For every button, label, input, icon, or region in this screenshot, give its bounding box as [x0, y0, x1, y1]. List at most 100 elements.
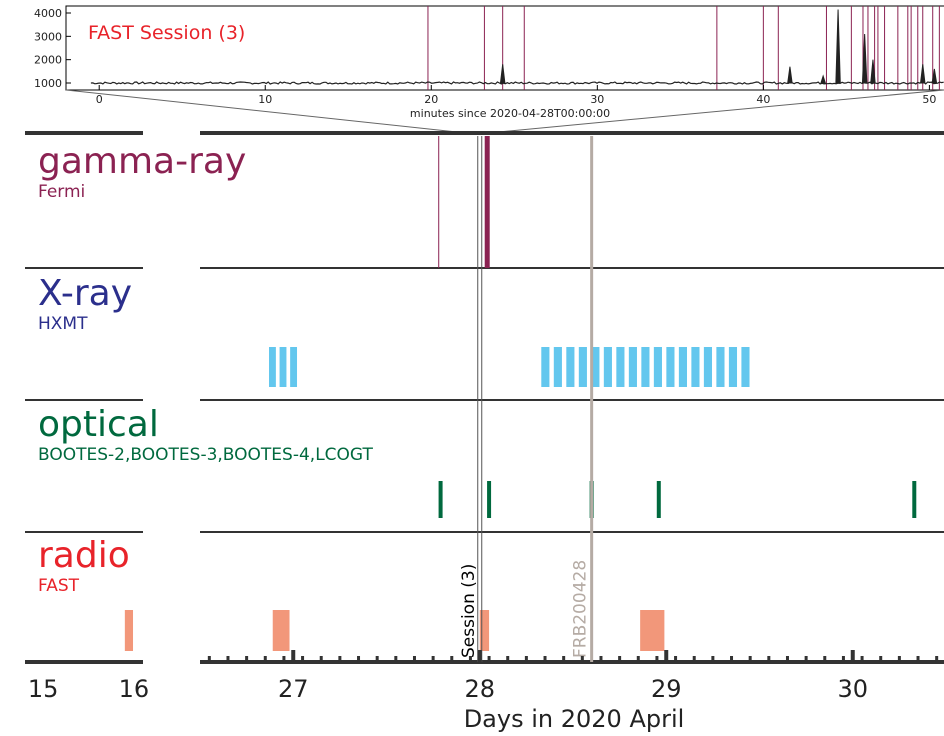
main-minor-tick [357, 656, 361, 662]
main-minor-tick [282, 656, 286, 662]
main-minor-tick [860, 656, 864, 662]
main-minor-tick [207, 656, 211, 662]
inset-event-lines [427, 6, 940, 90]
inset-x-tick-label: 0 [96, 93, 103, 106]
inset-x-tick-label: 40 [756, 93, 770, 106]
fast-observation-block [479, 610, 490, 651]
main-minor-tick [524, 656, 528, 662]
main-minor-tick [935, 656, 939, 662]
inset-y-tick-label: 1000 [34, 77, 62, 90]
main-minor-tick [879, 656, 883, 662]
zoom-connector-right [487, 89, 944, 134]
inset-peak [820, 74, 827, 84]
main-xlabel: Days in 2020 April [464, 705, 685, 733]
main-major-tick [850, 650, 855, 662]
hxmt-observation-bar [691, 347, 700, 387]
main-minor-tick [841, 656, 845, 662]
inset-y-tick-label: 2000 [34, 54, 62, 67]
panel-content [124, 136, 917, 651]
main-minor-tick [301, 656, 305, 662]
hxmt-observation-bar [641, 347, 650, 387]
hxmt-observation-bar [553, 347, 562, 387]
inset-y-axis: 1000 2000 3000 4000 [34, 7, 71, 90]
main-tick-label: 15 [28, 675, 59, 703]
hxmt-observation-bar [703, 347, 713, 387]
fast-observation-block [124, 610, 134, 651]
hxmt-observation-bar [566, 347, 575, 387]
band-label-x-ray: X-ray [38, 273, 132, 314]
main-major-tick [291, 650, 296, 662]
optical-observation-mark [438, 481, 443, 518]
main-timeline: Session (3) FRB200428 gamma-ray Fermi X-r… [25, 131, 944, 733]
main-minor-tick [655, 656, 659, 662]
hxmt-observation-bar [541, 347, 550, 387]
main-tick-label: 28 [464, 675, 495, 703]
inset-chart: 1000 2000 3000 4000 0 10 20 30 40 50 FAST Sessio… [34, 5, 944, 134]
inset-x-tick-label: 30 [590, 93, 604, 106]
main-minor-tick [711, 656, 715, 662]
main-minor-tick [450, 656, 454, 662]
main-minor-tick [375, 656, 379, 662]
main-minor-tick [468, 656, 472, 662]
hxmt-observation-bar [666, 347, 675, 387]
main-minor-tick [692, 656, 696, 662]
main-minor-tick [916, 656, 920, 662]
inset-x-tick-label: 50 [922, 93, 936, 106]
hxmt-observation-bar [678, 347, 687, 387]
main-major-tick [664, 650, 669, 662]
hxmt-observation-bar [269, 347, 276, 387]
optical-observation-mark [656, 481, 661, 518]
inset-peak [919, 64, 926, 84]
marker-label: FRB200428 [571, 560, 591, 658]
instrument-label-optical: BOOTES-2,BOOTES-3,BOOTES-4,LCOGT [38, 445, 373, 465]
inset-x-axis: 0 10 20 30 40 50 [96, 85, 936, 106]
main-minor-tick [226, 656, 230, 662]
hxmt-observation-bar [628, 347, 637, 387]
main-tick-label: 29 [651, 675, 682, 703]
main-tick-label: 27 [278, 675, 309, 703]
hxmt-observation-bar [290, 347, 298, 387]
inset-x-tick-label: 20 [424, 93, 438, 106]
main-minor-tick [562, 656, 566, 662]
inset-x-tick-label: 10 [258, 93, 272, 106]
hxmt-observation-bar [616, 347, 625, 387]
main-minor-tick [394, 656, 398, 662]
band-label-optical: optical [38, 404, 159, 445]
instrument-label-fast: FAST [38, 576, 80, 596]
main-x-axis: 15 16 27 28 29 30 [28, 650, 939, 703]
main-minor-tick [506, 656, 510, 662]
inset-peak [787, 66, 793, 84]
main-minor-tick [263, 656, 267, 662]
optical-observation-mark [912, 481, 917, 518]
inset-peak [499, 64, 506, 84]
inset-peak [931, 68, 938, 84]
inset-y-tick-label: 4000 [34, 7, 62, 20]
instrument-label-fermi: Fermi [38, 182, 85, 202]
hxmt-observation-bar [578, 347, 587, 387]
marker-label: Session (3) [459, 564, 479, 658]
main-minor-tick [730, 656, 734, 662]
hxmt-observation-bar [603, 347, 612, 387]
main-minor-tick [245, 656, 249, 662]
main-minor-tick [674, 656, 678, 662]
main-minor-tick [823, 656, 827, 662]
main-minor-tick [338, 656, 342, 662]
hxmt-observation-bar [279, 347, 287, 387]
main-minor-tick [804, 656, 808, 662]
inset-peaks [499, 9, 938, 84]
main-minor-tick [319, 656, 323, 662]
main-minor-tick [897, 656, 901, 662]
hxmt-observation-bar [741, 347, 750, 387]
hxmt-observation-bar [728, 347, 738, 387]
main-tick-label: 30 [837, 675, 868, 703]
gamma-ray-event [484, 136, 490, 268]
band-label-gamma-ray: gamma-ray [38, 141, 246, 182]
inset-y-tick-label: 3000 [34, 30, 62, 43]
gamma-ray-event [438, 136, 440, 268]
main-minor-tick [599, 656, 603, 662]
main-minor-tick [748, 656, 752, 662]
inset-title: FAST Session (3) [88, 22, 245, 44]
inset-peak [870, 59, 876, 84]
main-minor-tick [412, 656, 416, 662]
main-minor-tick [636, 656, 640, 662]
